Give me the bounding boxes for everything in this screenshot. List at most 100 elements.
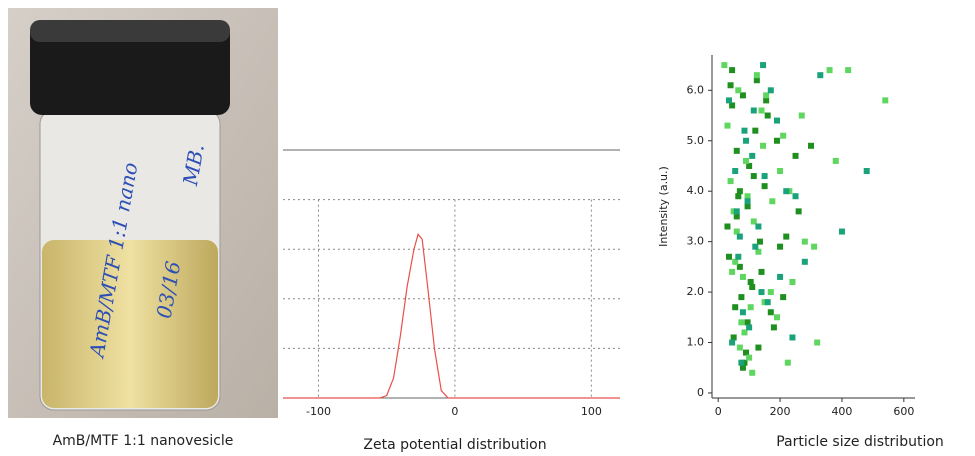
data-point (783, 234, 789, 240)
chart-title: Particle size distribution (776, 434, 944, 450)
data-point (777, 168, 783, 174)
y-tick-label: 4.0 (687, 184, 705, 197)
x-tick-label: 400 (831, 405, 852, 418)
data-point (751, 173, 757, 179)
data-line (283, 234, 620, 398)
data-point (746, 355, 752, 361)
data-point (724, 123, 730, 129)
data-point (738, 360, 744, 366)
y-tick-label: 0 (697, 386, 704, 399)
data-point (771, 324, 777, 330)
data-point (811, 244, 817, 250)
y-tick-label: 6.0 (687, 83, 705, 96)
data-point (759, 269, 765, 275)
y-tick-label: 2.0 (687, 285, 705, 298)
y-tick-label: 5.0 (687, 134, 705, 147)
data-point (755, 224, 761, 230)
y-axis-label: Intensity (a.u.) (657, 166, 670, 247)
data-point (735, 87, 741, 93)
y-tick-label: 3.0 (687, 235, 705, 248)
data-point (780, 133, 786, 139)
data-point (740, 274, 746, 280)
data-point (762, 183, 768, 189)
data-point (738, 294, 744, 300)
data-point (768, 309, 774, 315)
data-point (882, 97, 888, 103)
data-point (738, 319, 744, 325)
data-point (724, 224, 730, 230)
vial-cap-top (30, 20, 230, 42)
photo-caption: AmB/MTF 1:1 nanovesicle (53, 433, 234, 449)
data-point (726, 97, 732, 103)
data-point (743, 138, 749, 144)
data-point (752, 244, 758, 250)
data-point (737, 188, 743, 194)
data-point (737, 234, 743, 240)
data-point (728, 178, 734, 184)
data-point (802, 239, 808, 245)
data-point (802, 259, 808, 265)
data-point (765, 299, 771, 305)
data-point (743, 158, 749, 164)
data-point (769, 198, 775, 204)
data-point (729, 269, 735, 275)
data-point (777, 244, 783, 250)
data-point (746, 324, 752, 330)
data-point (734, 148, 740, 154)
data-point (808, 143, 814, 149)
data-point (789, 279, 795, 285)
data-point (760, 62, 766, 68)
data-point (749, 153, 755, 159)
data-point (740, 309, 746, 315)
data-point (749, 370, 755, 376)
chart-title: Zeta potential distribution (363, 437, 546, 453)
data-point (785, 360, 791, 366)
data-point (745, 198, 751, 204)
data-point (827, 67, 833, 73)
data-point (751, 107, 757, 113)
x-tick-label: 100 (581, 405, 602, 418)
x-tick-label: 600 (893, 405, 914, 418)
data-point (774, 118, 780, 124)
data-point (759, 107, 765, 113)
data-point (735, 254, 741, 260)
data-point (789, 334, 795, 340)
data-point (721, 62, 727, 68)
data-point (760, 143, 766, 149)
data-point (774, 314, 780, 320)
data-point (768, 87, 774, 93)
figure: MB. 03/16 AmB/MTF 1:1 nano AmB/MTF 1:1 n… (0, 0, 975, 456)
page: MB. 03/16 AmB/MTF 1:1 nano AmB/MTF 1:1 n… (0, 0, 975, 456)
photo: MB. 03/16 AmB/MTF 1:1 nano (8, 8, 278, 418)
data-point (774, 138, 780, 144)
data-point (729, 340, 735, 346)
data-point (737, 345, 743, 351)
data-point (864, 168, 870, 174)
data-point (833, 158, 839, 164)
data-point (748, 279, 754, 285)
data-point (748, 304, 754, 310)
data-point (741, 128, 747, 134)
data-point (796, 208, 802, 214)
data-point (783, 188, 789, 194)
vial-liquid (42, 240, 218, 408)
data-point (765, 113, 771, 119)
data-point (845, 67, 851, 73)
data-point (734, 208, 740, 214)
data-point (732, 304, 738, 310)
x-tick-label: 0 (715, 405, 722, 418)
data-point (755, 345, 761, 351)
data-point (777, 274, 783, 280)
data-point (817, 72, 823, 78)
data-point (780, 294, 786, 300)
data-point (793, 153, 799, 159)
data-point (793, 193, 799, 199)
x-tick-label: -100 (306, 405, 331, 418)
x-tick-label: 200 (770, 405, 791, 418)
data-point (754, 72, 760, 78)
data-point (814, 340, 820, 346)
x-tick-label: 0 (451, 405, 458, 418)
y-tick-label: 1.0 (687, 336, 705, 349)
data-point (759, 289, 765, 295)
data-point (799, 113, 805, 119)
